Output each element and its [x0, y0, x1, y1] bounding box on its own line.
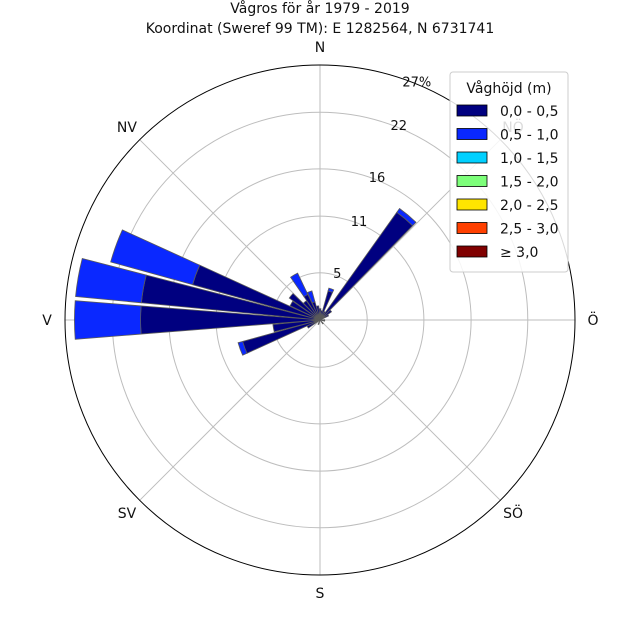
legend-entry-label: 0,0 - 0,5: [500, 104, 558, 120]
legend-swatch: [456, 198, 488, 211]
rose-bar-segment: [302, 300, 321, 321]
rose-bar-segment: [319, 309, 333, 321]
rose-bar-segment: [319, 319, 324, 325]
rose-bar-segment: [306, 319, 321, 329]
radial-tick-labels: 5 11 16 22 27%: [333, 75, 431, 282]
direction-label: Ö: [587, 311, 598, 329]
radial-tick-label: 16: [369, 171, 386, 186]
direction-label: NV: [117, 120, 137, 136]
rose-bar-segment: [315, 305, 321, 321]
grid-spoke: [139, 139, 321, 321]
rose-bar-segment: [75, 258, 147, 304]
legend-swatch: [456, 151, 488, 164]
legend-entry-label: 0,5 - 1,0: [500, 128, 558, 144]
legend-title: Våghöjd (m): [466, 80, 551, 97]
direction-label: SÖ: [503, 504, 523, 522]
direction-label: S: [316, 586, 325, 602]
rose-bar-segment: [319, 319, 326, 321]
legend-swatch: [456, 128, 488, 140]
legend-entry-label: 1,0 - 1,5: [500, 151, 558, 167]
rose-bar-segment: [272, 319, 321, 333]
chart-subtitle: Koordinat (Sweref 99 TM): E 1282564, N 6…: [146, 21, 495, 37]
legend-entry-label: 2,0 - 2,5: [500, 198, 558, 214]
direction-label: N: [315, 40, 325, 56]
grid-spoke: [319, 319, 501, 501]
outer-circle: [64, 64, 576, 576]
direction-label: SV: [118, 506, 137, 522]
rose-bar-segment: [288, 292, 321, 321]
rose-bar-segment: [290, 272, 309, 298]
legend-entry-label: 1,5 - 2,0: [500, 175, 558, 191]
legend: Våghöjd (m) 0,0 - 0,5 0,5 - 1,0 1,0 - 1,5 1…: [449, 71, 569, 273]
legend-swatch: [456, 175, 488, 187]
radial-tick-label: 5: [333, 267, 341, 282]
grid-spoke: [139, 319, 321, 501]
rose-bar-segment: [327, 287, 335, 294]
radial-tick-label: 27%: [402, 75, 431, 90]
legend-frame: [449, 71, 569, 273]
rose-bar-segment: [110, 229, 201, 286]
rose-bar-segment: [289, 300, 321, 321]
legend-entries: 0,0 - 0,5 0,5 - 1,0 1,0 - 1,5 1,5 - 2,0 2,0 …: [456, 104, 558, 261]
direction-label: V: [42, 313, 52, 329]
rose-bar-segment: [306, 290, 316, 304]
wave-rose-bars: [74, 207, 417, 356]
rose-bar-segment: [396, 207, 417, 227]
legend-swatch: [456, 245, 488, 258]
legend-swatch: [456, 222, 488, 234]
legend-entry-label: ≥ 3,0: [500, 245, 538, 261]
chart-title: Vågros för år 1979 - 2019: [230, 0, 409, 17]
radial-tick-label: 11: [351, 215, 368, 230]
rose-bar-segment: [74, 300, 142, 340]
radial-tick-label: 22: [390, 119, 407, 134]
polar-grid: [64, 64, 576, 576]
legend-swatch: [456, 104, 488, 117]
legend-entry-label: 2,5 - 3,0: [500, 222, 558, 238]
rose-bar-segment: [319, 314, 330, 321]
rose-bar-segment: [317, 319, 321, 326]
rose-bar-segment: [237, 340, 248, 356]
